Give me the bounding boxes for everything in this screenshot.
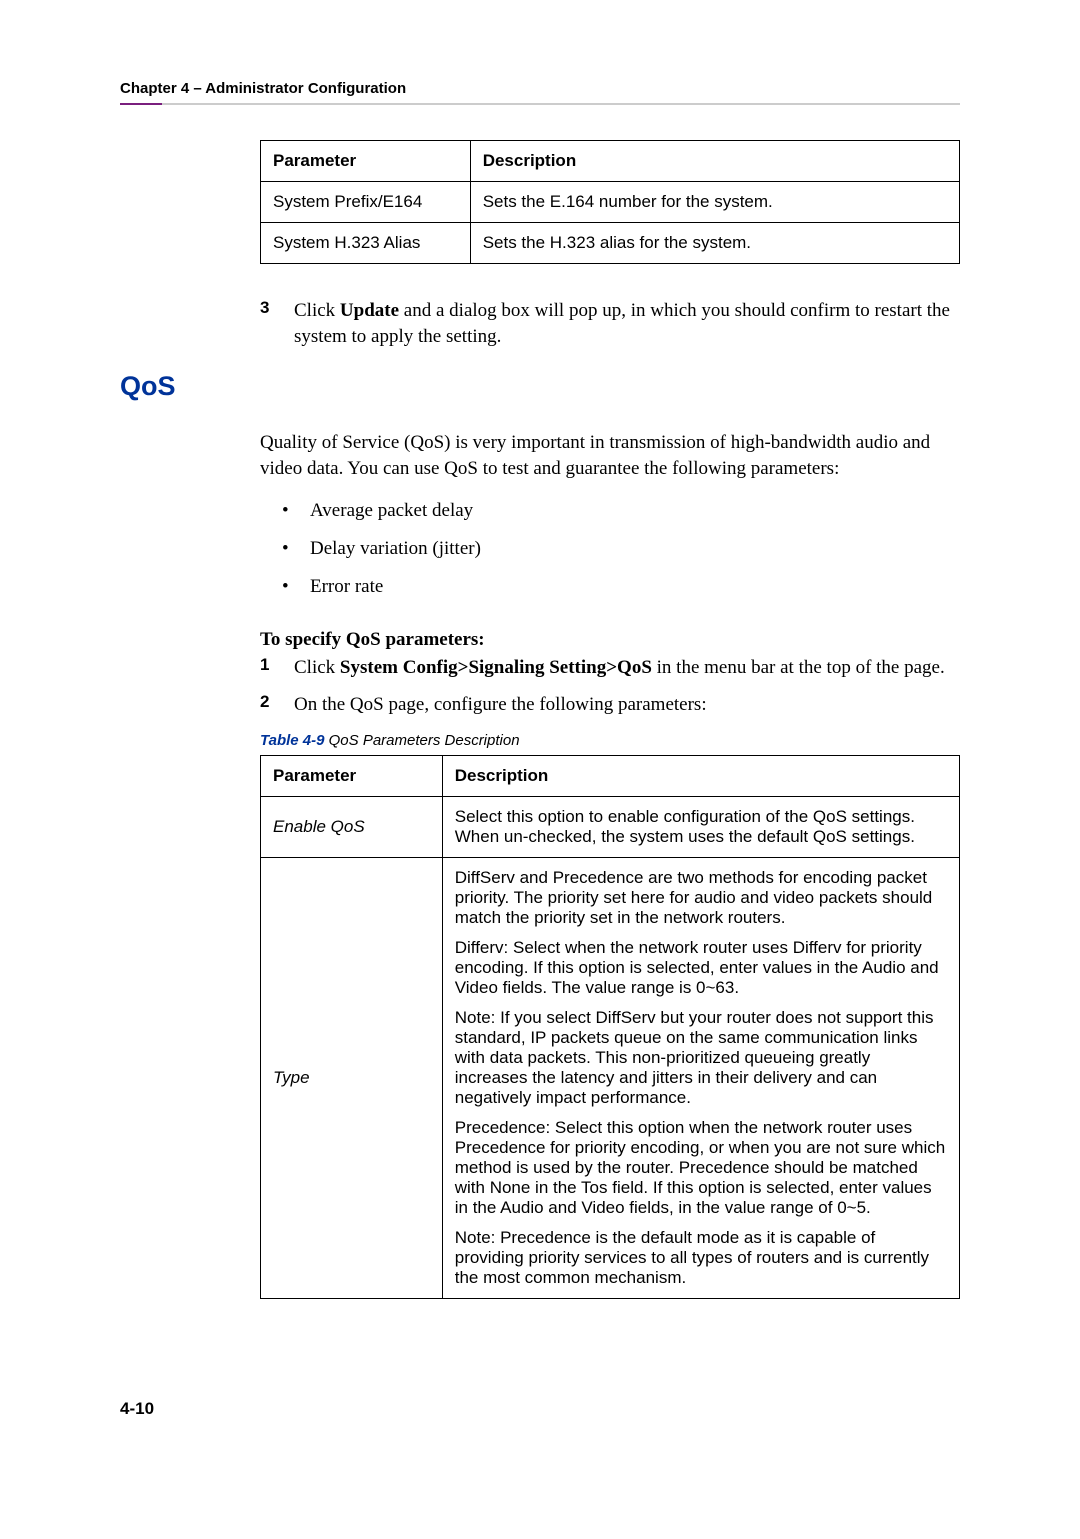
step-1: 1 Click System Config>Signaling Setting>…	[260, 655, 960, 681]
bullet-list: Average packet delay Delay variation (ji…	[282, 492, 960, 607]
table-cell: Type	[261, 858, 443, 1299]
section-heading-qos: QoS	[120, 371, 260, 402]
caption-text: QoS Parameters Description	[324, 732, 519, 749]
header-rule	[120, 103, 960, 105]
list-item: Average packet delay	[282, 492, 960, 530]
qos-intro: Quality of Service (QoS) is very importa…	[260, 430, 960, 481]
desc-block: Differv: Select when the network router …	[455, 938, 947, 998]
table-cell: Select this option to enable configurati…	[442, 797, 959, 858]
step-body: Click Update and a dialog box will pop u…	[294, 298, 960, 349]
desc-block: Precedence: Select this option when the …	[455, 1118, 947, 1218]
step-body: On the QoS page, configure the following…	[294, 692, 960, 718]
list-item: Delay variation (jitter)	[282, 530, 960, 568]
table-header-cell: Parameter	[261, 756, 443, 797]
table-system-params: Parameter Description System Prefix/E164…	[260, 140, 960, 264]
table-header-cell: Description	[470, 141, 959, 182]
list-item: Error rate	[282, 568, 960, 606]
desc-block: Select this option to enable configurati…	[455, 807, 947, 847]
table-caption: Table 4-9 QoS Parameters Description	[260, 732, 960, 749]
step-2: 2 On the QoS page, configure the followi…	[260, 692, 960, 718]
table-cell: Enable QoS	[261, 797, 443, 858]
table-row: System H.323 Alias Sets the H.323 alias …	[261, 223, 960, 264]
table-cell: Sets the E.164 number for the system.	[470, 182, 959, 223]
step-body: Click System Config>Signaling Setting>Qo…	[294, 655, 960, 681]
desc-block: DiffServ and Precedence are two methods …	[455, 868, 947, 928]
step-3: 3 Click Update and a dialog box will pop…	[260, 298, 960, 349]
table-cell: Sets the H.323 alias for the system.	[470, 223, 959, 264]
chapter-heading: Chapter 4 – Administrator Configuration	[120, 80, 960, 97]
step-number: 1	[260, 655, 276, 681]
table-cell: System H.323 Alias	[261, 223, 471, 264]
table-header-cell: Parameter	[261, 141, 471, 182]
step-number: 2	[260, 692, 276, 718]
caption-label: Table 4-9	[260, 732, 324, 749]
desc-block: Note: If you select DiffServ but your ro…	[455, 1008, 947, 1108]
desc-block: Note: Precedence is the default mode as …	[455, 1228, 947, 1288]
table-row: System Prefix/E164 Sets the E.164 number…	[261, 182, 960, 223]
table-cell: DiffServ and Precedence are two methods …	[442, 858, 959, 1299]
table-qos-params: Parameter Description Enable QoS Select …	[260, 755, 960, 1299]
table-header-cell: Description	[442, 756, 959, 797]
step-number: 3	[260, 298, 276, 349]
table-row: Enable QoS Select this option to enable …	[261, 797, 960, 858]
page-number: 4-10	[120, 1399, 960, 1419]
specify-heading: To specify QoS parameters:	[260, 629, 960, 651]
table-row: Type DiffServ and Precedence are two met…	[261, 858, 960, 1299]
table-cell: System Prefix/E164	[261, 182, 471, 223]
